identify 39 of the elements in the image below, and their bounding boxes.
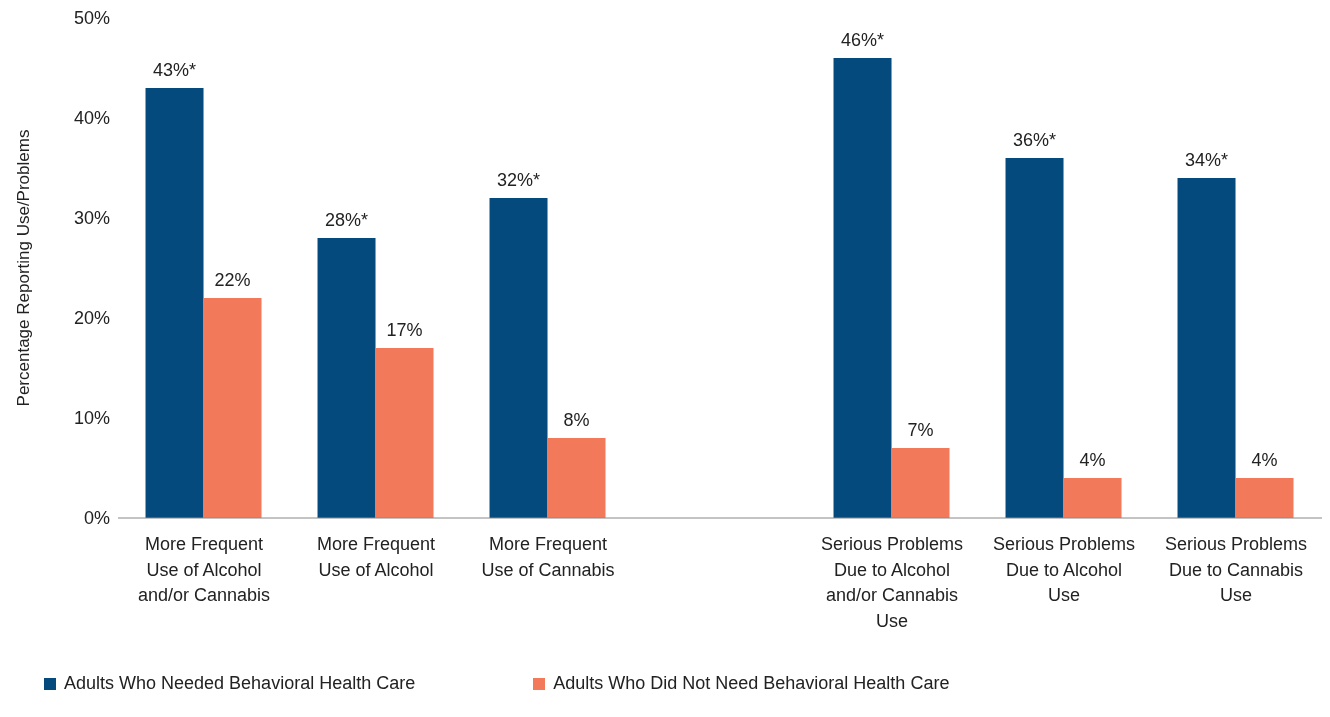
bar	[317, 238, 376, 518]
bar	[145, 88, 204, 518]
x-tick-label: Serious Problems Due to Alcohol Use	[992, 534, 1136, 605]
y-tick-label: 20%	[73, 308, 110, 329]
data-label: 4%	[1251, 450, 1278, 470]
legend-label: Adults Who Did Not Need Behavioral Health Care	[553, 673, 950, 694]
bar	[547, 438, 606, 518]
bar	[203, 298, 262, 518]
bar	[891, 448, 950, 518]
bar	[489, 198, 548, 518]
data-label: 32%*	[497, 170, 541, 190]
data-label: 4%	[1079, 450, 1106, 470]
y-tick-label: 0%	[83, 508, 110, 529]
y-tick-label: 50%	[73, 8, 110, 29]
bar	[1005, 158, 1064, 518]
y-tick-label: 40%	[73, 108, 110, 129]
data-label: 34%*	[1185, 150, 1229, 170]
data-label: 22%	[214, 270, 251, 290]
y-axis-title: Percentage Reporting Use/Problems	[14, 129, 34, 407]
data-label: 46%*	[841, 30, 885, 50]
bar	[1177, 178, 1236, 518]
bar	[1235, 478, 1294, 518]
data-label: 43%*	[153, 60, 197, 80]
x-tick-label: More Frequent Use of Cannabis	[481, 534, 615, 580]
data-label: 36%*	[1013, 130, 1057, 150]
data-label: 7%	[907, 420, 934, 440]
x-tick-label: More Frequent Use of Alcohol and/or Cannabis	[137, 534, 271, 605]
bar	[375, 348, 434, 518]
data-label: 28%*	[325, 210, 369, 230]
x-tick-label: More Frequent Use of Alcohol	[316, 534, 436, 580]
y-tick-label: 10%	[73, 408, 110, 429]
bar	[833, 58, 892, 518]
x-tick-label: Serious Problems Due to Alcohol and/or Cannabis Use	[820, 534, 964, 631]
bar	[1063, 478, 1122, 518]
data-label: 8%	[563, 410, 590, 430]
y-tick-label: 30%	[73, 208, 110, 229]
data-label: 17%	[386, 320, 423, 340]
legend-label: Adults Who Needed Behavioral Health Care	[64, 673, 416, 694]
x-tick-label: Serious Problems Due to Cannabis Use	[1164, 534, 1308, 605]
